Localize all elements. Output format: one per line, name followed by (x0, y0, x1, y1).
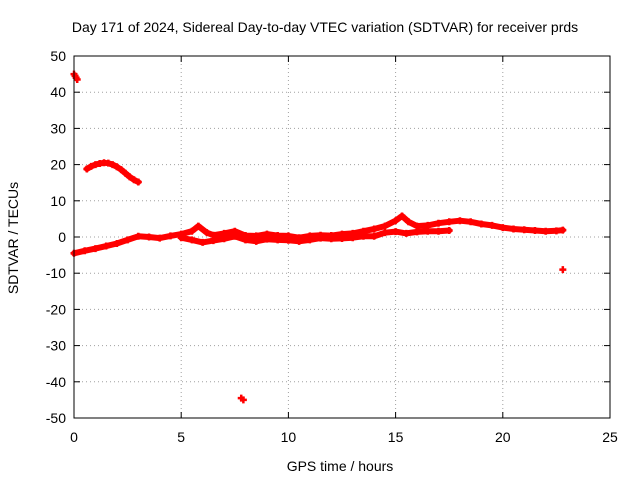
data-point (349, 234, 357, 242)
data-point (188, 227, 196, 235)
series-outlier-1 (237, 394, 247, 404)
data-point (477, 220, 485, 228)
data-point (274, 236, 282, 244)
plot-frame (73, 55, 611, 419)
data-point (413, 228, 421, 236)
x-tick-label: 15 (388, 429, 404, 445)
data-point (199, 238, 207, 246)
data-point (317, 234, 325, 242)
y-tick-label: 30 (50, 120, 66, 136)
data-point (552, 227, 560, 235)
data-point (520, 226, 528, 234)
data-point (203, 229, 211, 237)
y-tick-label: 10 (50, 193, 66, 209)
chart-title: Day 171 of 2024, Sidereal Day-to-day VTE… (72, 19, 578, 35)
y-tick-label: -30 (46, 338, 66, 354)
data-point (177, 234, 185, 242)
data-point (263, 235, 271, 243)
data-point (188, 236, 196, 244)
data-point (91, 245, 99, 253)
data-point (134, 232, 142, 240)
data-point (467, 218, 475, 226)
y-tick-label: 50 (50, 48, 66, 64)
data-point (126, 173, 134, 181)
y-tick-label: -50 (46, 410, 66, 426)
data-point (102, 242, 110, 250)
data-point (295, 237, 303, 245)
data-point (73, 76, 81, 84)
data-point (370, 225, 378, 233)
data-point (359, 232, 367, 240)
data-point (124, 236, 132, 244)
data-point (542, 227, 550, 235)
x-tick-label: 0 (70, 429, 78, 445)
x-axis-title: GPS time / hours (287, 458, 394, 474)
data-point (166, 232, 174, 240)
data-point (109, 161, 117, 169)
series-lower-band (177, 226, 453, 246)
x-tick-label: 25 (602, 429, 618, 445)
data-point (392, 228, 400, 236)
data-point (499, 224, 507, 232)
data-points (70, 70, 567, 404)
data-point (87, 162, 95, 170)
data-point (194, 222, 202, 230)
data-point (284, 236, 292, 244)
data-point (117, 166, 125, 174)
data-point (434, 227, 442, 235)
data-point (434, 219, 442, 227)
data-point (402, 229, 410, 237)
tick-labels: 0 5 10 15 20 25 -50 -40 -30 -20 -10 0 10 20 30 40 50 (46, 48, 618, 445)
data-point (81, 247, 89, 255)
data-point (130, 176, 138, 184)
x-tick-label: 5 (177, 429, 185, 445)
y-tick-label: -10 (46, 265, 66, 281)
data-point (531, 226, 539, 234)
data-point (456, 217, 464, 225)
data-point (242, 236, 250, 244)
y-axis-title: SDTVAR / TECUs (5, 182, 21, 294)
data-point (404, 218, 412, 226)
data-point (424, 227, 432, 235)
data-point (559, 226, 567, 234)
data-point (220, 235, 228, 243)
y-tick-label: -20 (46, 301, 66, 317)
series-outlier-2 (559, 266, 567, 274)
data-point (327, 235, 335, 243)
data-point (113, 240, 121, 248)
y-tick-label: -40 (46, 374, 66, 390)
data-point (370, 232, 378, 240)
axis-ticks (73, 55, 611, 419)
data-point (239, 396, 247, 404)
grid-lines (74, 56, 610, 418)
data-point (252, 237, 260, 245)
data-point (306, 236, 314, 244)
data-point (113, 163, 121, 171)
data-point (338, 234, 346, 242)
data-point (398, 212, 406, 220)
data-point (156, 234, 164, 242)
x-tick-label: 10 (281, 429, 297, 445)
data-point (231, 232, 239, 240)
data-point (381, 229, 389, 237)
data-point (134, 178, 142, 186)
data-point (209, 237, 217, 245)
x-tick-label: 20 (495, 429, 511, 445)
data-point (445, 226, 453, 234)
series-arc (83, 159, 142, 186)
data-point (381, 222, 389, 230)
data-point (559, 266, 567, 274)
y-tick-label: 0 (58, 229, 66, 245)
data-point (392, 217, 400, 225)
y-tick-label: 40 (50, 84, 66, 100)
data-point (445, 218, 453, 226)
data-point (104, 159, 112, 167)
y-tick-label: 20 (50, 157, 66, 173)
data-point (121, 169, 129, 177)
data-point (488, 221, 496, 229)
data-point (83, 165, 91, 173)
data-point (145, 233, 153, 241)
data-point (510, 225, 518, 233)
